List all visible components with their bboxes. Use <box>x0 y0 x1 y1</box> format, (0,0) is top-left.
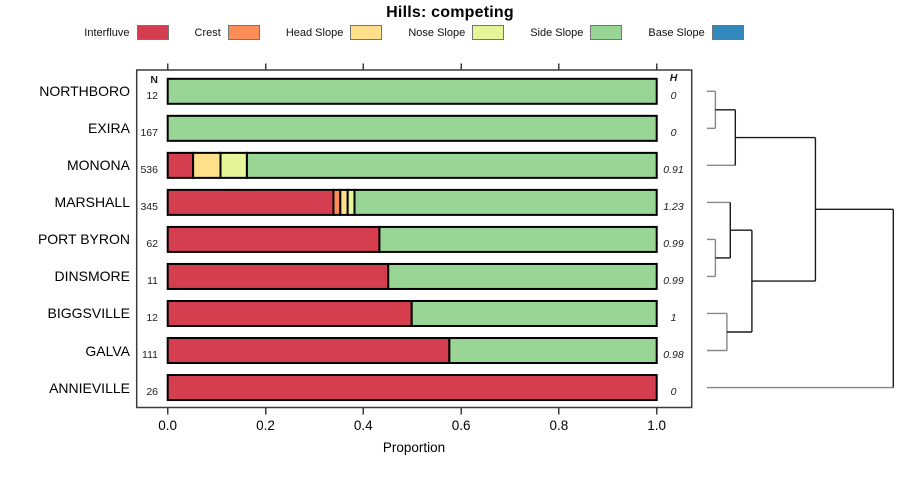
h-value: 1 <box>670 311 677 324</box>
legend-item-label: Crest <box>194 26 221 39</box>
x-axis-tick-label: 0.2 <box>256 418 275 433</box>
x-axis-tick-label: 0.0 <box>158 418 178 433</box>
legend-item-label: Interfluve <box>84 26 130 39</box>
legend-item-label: Head Slope <box>285 26 344 39</box>
legend-item: Head Slope <box>286 25 383 40</box>
n-value: 12 <box>146 89 158 102</box>
h-value: 0 <box>670 126 677 139</box>
x-axis-tick-label: 0.8 <box>549 418 569 433</box>
bar-segment <box>166 188 335 216</box>
legend-color-swatch <box>711 25 744 40</box>
category-label: MONONA <box>67 157 130 174</box>
n-value: 11 <box>147 274 158 287</box>
bar-segment <box>410 299 658 327</box>
n-value: 536 <box>140 163 158 176</box>
legend: Interfluve Crest Head Slope Nose Slope S… <box>0 25 828 40</box>
category-label: DINSMORE <box>54 268 130 285</box>
legend-item: Base Slope <box>648 25 744 40</box>
bar-segment <box>339 188 349 216</box>
category-label: ANNIEVILLE <box>49 379 130 396</box>
legend-item: Interfluve <box>84 25 169 40</box>
h-value: 0.99 <box>663 274 684 287</box>
bar-segment <box>346 188 356 216</box>
legend-color-swatch <box>472 25 505 40</box>
bar-segment <box>166 337 451 365</box>
legend-item-label: Base Slope <box>648 26 705 39</box>
legend-color-swatch <box>136 25 169 40</box>
n-value: 167 <box>140 126 158 139</box>
n-column-header: N <box>150 74 158 86</box>
bar-segment <box>353 188 658 216</box>
bar-segment <box>378 225 658 253</box>
bar-segment <box>332 188 342 216</box>
h-value: 0.91 <box>663 163 684 176</box>
bar-segment <box>166 151 195 179</box>
bar-segment <box>166 114 658 142</box>
legend-item-label: Side Slope <box>530 26 584 39</box>
category-label: EXIRA <box>87 120 130 137</box>
x-axis-tick-label: 1.0 <box>647 418 667 433</box>
h-value: 0.99 <box>663 237 684 250</box>
legend-color-swatch <box>227 25 260 40</box>
legend-color-swatch <box>350 25 383 40</box>
legend-item: Crest <box>195 25 260 40</box>
category-label: PORT BYRON <box>37 231 130 248</box>
n-value: 111 <box>142 349 158 361</box>
bar-segment <box>192 151 222 179</box>
category-label: NORTHBORO <box>39 83 130 100</box>
n-value: 345 <box>140 200 158 213</box>
n-value: 62 <box>146 237 158 250</box>
legend-item: Nose Slope <box>408 25 505 40</box>
n-value: 12 <box>146 311 158 324</box>
h-value: 1.23 <box>663 200 684 213</box>
bar-segment <box>166 299 413 327</box>
h-column-header: H <box>669 72 678 84</box>
legend-item-label: Nose Slope <box>408 26 466 39</box>
x-axis-tick-label: 0.4 <box>353 418 373 433</box>
chart-title: Hills: competing <box>386 4 514 21</box>
bar-segment <box>245 151 658 179</box>
x-axis-title: Proportion <box>382 440 446 455</box>
h-value: 0 <box>670 89 677 102</box>
bar-segment <box>166 262 390 290</box>
legend-color-swatch <box>590 25 623 40</box>
plot-border <box>135 69 693 409</box>
category-label: MARSHALL <box>54 194 130 211</box>
legend-item: Side Slope <box>530 25 623 40</box>
category-label: BIGGSVILLE <box>47 305 130 322</box>
category-label: GALVA <box>85 342 130 359</box>
bar-segment <box>166 374 658 402</box>
bar-segment <box>448 337 658 365</box>
n-value: 26 <box>146 386 158 399</box>
bar-segment <box>219 151 248 179</box>
h-value: 0.98 <box>663 349 684 361</box>
bar-segment <box>166 225 381 253</box>
bar-segment <box>166 77 658 105</box>
bar-segment <box>387 262 658 290</box>
h-value: 0 <box>670 386 677 399</box>
x-axis-tick-label: 0.6 <box>451 418 471 433</box>
